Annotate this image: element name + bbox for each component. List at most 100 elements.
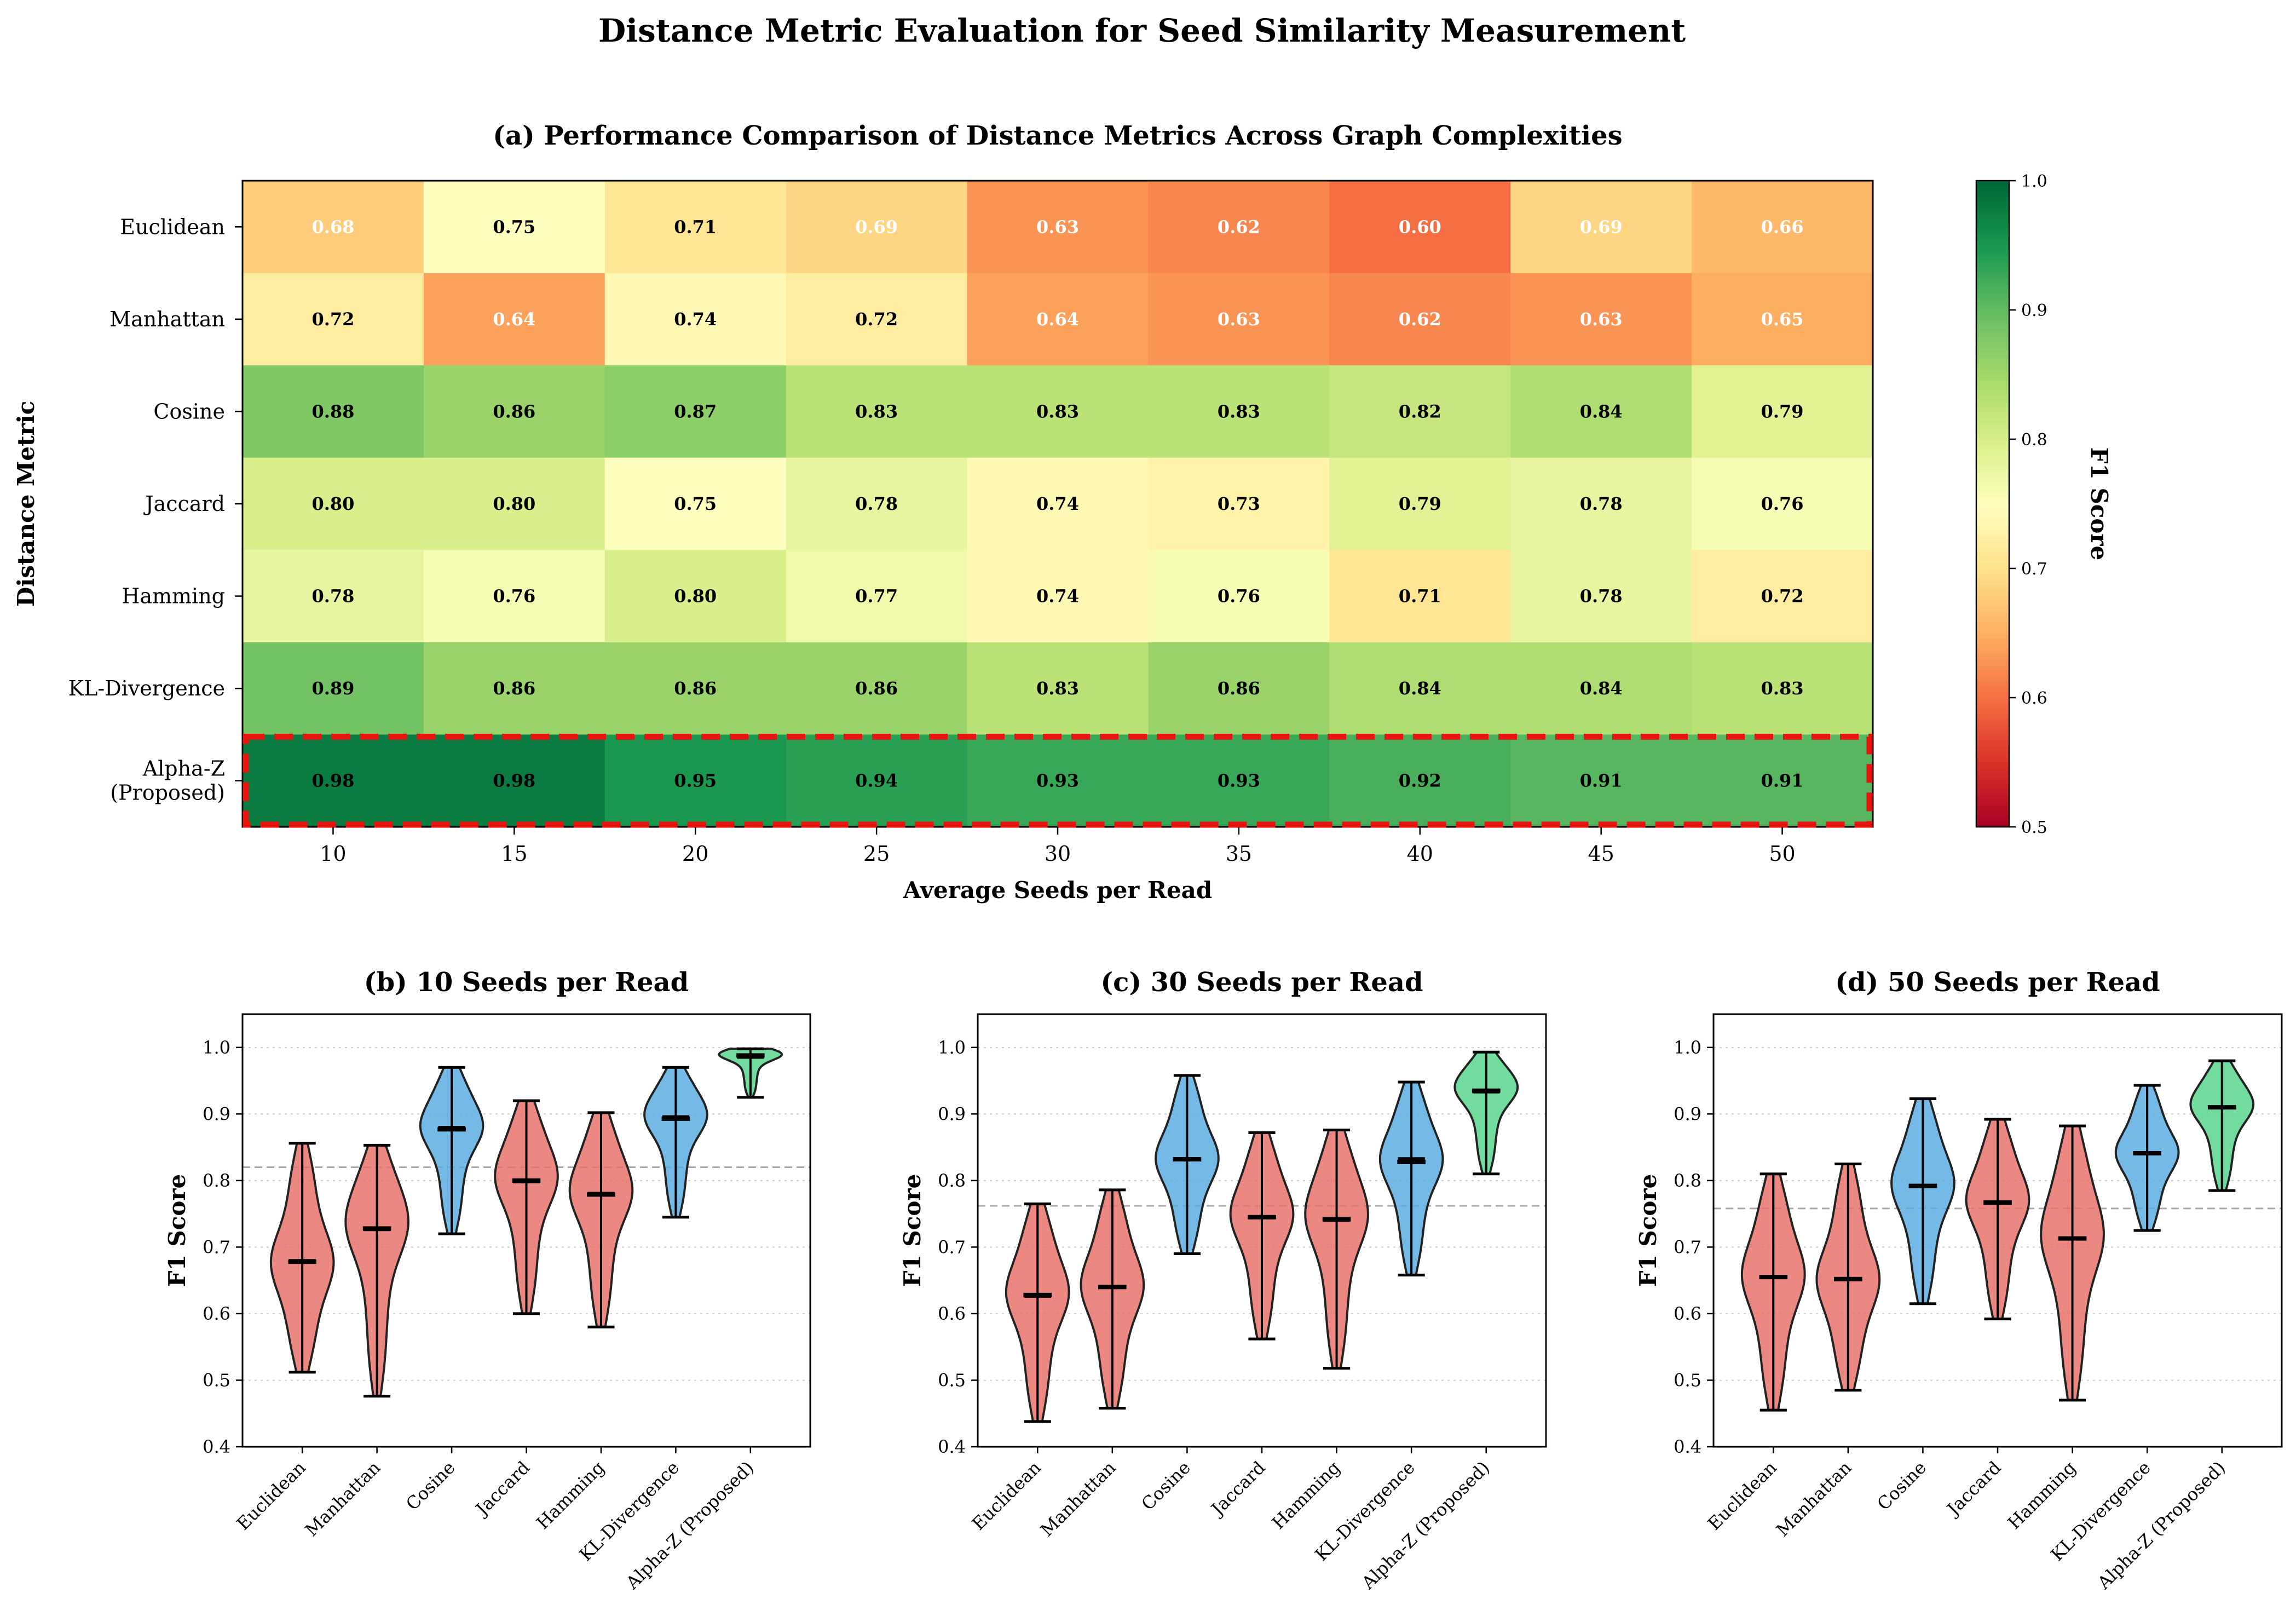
heatmap-cell-label: 0.64 — [493, 309, 535, 330]
heatmap-cell — [243, 550, 424, 643]
heatmap-cell-label: 0.94 — [855, 770, 898, 791]
colorbar-segment — [1976, 525, 2009, 532]
colorbar-segment — [1976, 208, 2009, 214]
heatmap-cell — [423, 181, 605, 274]
heatmap-cell-label: 0.77 — [855, 586, 898, 607]
heatmap-cell-label: 0.74 — [1036, 586, 1079, 607]
heatmap-row-label: Cosine — [153, 399, 225, 423]
heatmap-cell-label: 0.63 — [1580, 309, 1623, 330]
colorbar-segment — [1976, 757, 2009, 763]
violin-ylabel: F1 Score — [1635, 1174, 1662, 1287]
colorbar-segment — [1976, 730, 2009, 736]
violin-xtick-label: Jaccard — [470, 1457, 534, 1521]
colorbar-segment — [1976, 202, 2009, 209]
colorbar-segment — [1976, 439, 2009, 445]
heatmap-cell — [967, 273, 1149, 366]
violin-ytick-label: 0.9 — [203, 1103, 230, 1124]
heatmap-cell — [1148, 734, 1330, 827]
heatmap-cell — [786, 550, 968, 643]
colorbar-segment — [1976, 698, 2009, 704]
heatmap-col-label: 25 — [863, 842, 890, 866]
colorbar-segment — [1976, 552, 2009, 559]
heatmap-cell-label: 0.72 — [1761, 586, 1804, 607]
colorbar-segment — [1976, 218, 2009, 225]
heatmap-cell — [967, 365, 1149, 458]
violin-ytick-label: 0.9 — [1674, 1103, 1701, 1124]
colorbar-segment — [1976, 482, 2009, 488]
colorbar-segment — [1976, 326, 2009, 332]
heatmap-cell-label: 0.65 — [1761, 309, 1804, 330]
colorbar-segment — [1976, 746, 2009, 752]
colorbar-segment — [1976, 466, 2009, 472]
heatmap-col-label: 35 — [1226, 842, 1252, 866]
colorbar-segment — [1976, 283, 2009, 289]
heatmap-cell-label: 0.95 — [674, 770, 717, 791]
colorbar-segment — [1976, 805, 2009, 812]
colorbar-segment — [1976, 250, 2009, 257]
heatmap-cell-label: 0.98 — [311, 770, 354, 791]
colorbar-segment — [1976, 584, 2009, 591]
heatmap-cell — [786, 365, 968, 458]
heatmap-cell — [243, 273, 424, 366]
colorbar-segment — [1976, 816, 2009, 822]
heatmap-cell — [786, 734, 968, 827]
colorbar-segment — [1976, 267, 2009, 273]
heatmap-cell — [604, 181, 787, 274]
heatmap-cell — [786, 181, 968, 274]
colorbar-segment — [1976, 660, 2009, 666]
violin-xtick-label: Hamming — [1268, 1457, 1344, 1533]
colorbar-segment — [1976, 428, 2009, 435]
heatmap-cell — [1510, 181, 1692, 274]
colorbar-segment — [1976, 213, 2009, 219]
colorbar-segment — [1976, 223, 2009, 230]
colorbar-segment — [1976, 234, 2009, 241]
colorbar-segment — [1976, 369, 2009, 375]
heatmap-row-label: Euclidean — [120, 215, 225, 239]
colorbar-segment — [1976, 444, 2009, 451]
colorbar-segment — [1976, 767, 2009, 774]
heatmap-cell-label: 0.80 — [311, 493, 354, 514]
figure-title: Distance Metric Evaluation for Seed Simi… — [598, 12, 1686, 49]
colorbar-segment — [1976, 784, 2009, 790]
heatmap-cell-label: 0.78 — [311, 586, 354, 607]
colorbar-segment — [1976, 692, 2009, 698]
heatmap-cell-label: 0.79 — [1761, 401, 1804, 422]
heatmap-cell — [604, 457, 787, 550]
heatmap-cell — [1148, 457, 1330, 550]
violin-ytick-label: 0.5 — [203, 1370, 230, 1390]
heatmap-cell — [1692, 550, 1873, 643]
heatmap-cell — [423, 273, 605, 366]
heatmap-cell — [1148, 273, 1330, 366]
violin-xtick-label: Alpha-Z (Proposed) — [1357, 1457, 1493, 1594]
colorbar-segment — [1976, 611, 2009, 618]
colorbar-segment — [1976, 379, 2009, 386]
violin-xtick-label: Alpha-Z (Proposed) — [2093, 1457, 2229, 1594]
colorbar-segment — [1976, 353, 2009, 359]
heatmap-cell-label: 0.93 — [1036, 770, 1079, 791]
heatmap-cell — [1329, 273, 1511, 366]
violin-panels: (b) 10 Seeds per Read 0.4 0.5 0.6 0.7 0.8 0.9 1… — [164, 967, 2283, 1594]
heatmap-cell — [1692, 734, 1873, 827]
violin-xtick-label: Euclidean — [1704, 1457, 1781, 1534]
heatmap-cell-label: 0.83 — [1036, 678, 1079, 699]
heatmap-cell-label: 0.69 — [855, 216, 898, 237]
heatmap-cell — [423, 550, 605, 643]
heatmap-cell-label: 0.83 — [855, 401, 898, 422]
heatmap-col-label: 10 — [320, 842, 346, 866]
violin-xtick-label: Euclidean — [233, 1457, 310, 1534]
heatmap-col-label: 30 — [1045, 842, 1071, 866]
colorbar-segment — [1976, 520, 2009, 526]
heatmap-cell — [1510, 273, 1692, 366]
colorbar-segment — [1976, 288, 2009, 295]
heatmap-cell-label: 0.84 — [1399, 678, 1441, 699]
heatmap-cell — [1329, 734, 1511, 827]
heatmap-cell — [423, 457, 605, 550]
heatmap-cell — [243, 365, 424, 458]
heatmap-cell — [604, 642, 787, 735]
colorbar-segment — [1976, 310, 2009, 316]
colorbar-segment — [1976, 735, 2009, 741]
colorbar-segment — [1976, 633, 2009, 639]
violin-xtick-label: Jaccard — [1942, 1457, 2005, 1521]
colorbar-segment — [1976, 498, 2009, 504]
colorbar-segment — [1976, 568, 2009, 574]
